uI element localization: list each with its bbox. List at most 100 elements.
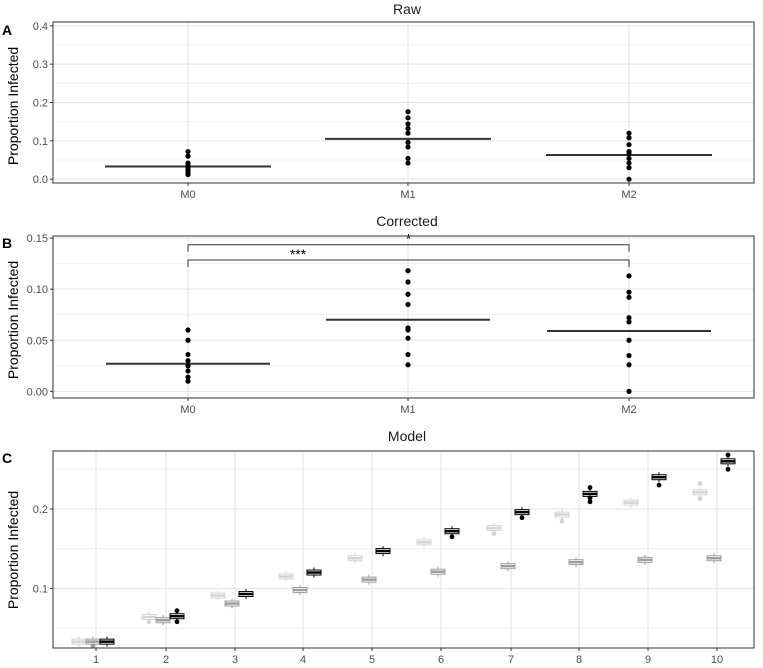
panel-b-frame (52, 235, 755, 399)
panel-label-b: B (2, 235, 12, 251)
x-tick-label: 7 (508, 654, 514, 666)
panel-b-marks: **** (106, 231, 711, 394)
panel-b-y-label: Proportion Infected (5, 261, 21, 379)
box-outlier-dark (587, 485, 593, 490)
panel-c-marks (71, 452, 736, 649)
data-point-m1 (405, 130, 411, 136)
box-outlier-dark (174, 608, 180, 614)
data-point-m2 (626, 176, 632, 182)
box-outlier-dark (587, 499, 593, 505)
panel-a-x-ticks: M0 M1 M2 (180, 183, 637, 201)
box-outlier-dark (449, 534, 455, 540)
y-tick-label: 0.2 (33, 504, 48, 516)
data-point-m2 (626, 362, 632, 368)
y-tick-label: 0.3 (33, 59, 48, 71)
panel-label-a: A (2, 22, 12, 38)
panel-a-y-ticks: 0.0 0.1 0.2 0.3 0.4 (33, 21, 53, 186)
x-tick-label: 9 (645, 654, 651, 666)
panel-b: B Corrected Proportion Infected **** 0.0… (2, 213, 755, 416)
panel-c: C Model Proportion Infected 0.1 0.2 1 2 3 4 5… (2, 428, 755, 666)
y-tick-label: 0.2 (33, 98, 48, 110)
x-tick-label: 6 (438, 654, 444, 666)
data-point-m0 (185, 351, 191, 358)
data-point-m0 (185, 153, 191, 159)
y-tick-label: 0.10 (27, 284, 48, 296)
data-point-m1 (405, 268, 411, 274)
data-point-m1 (405, 362, 411, 368)
panel-c-frame (52, 450, 755, 649)
y-tick-label: 0.1 (33, 136, 48, 148)
data-point-m1 (405, 335, 411, 341)
x-tick-label: M0 (180, 189, 195, 201)
panel-label-c: C (2, 450, 12, 466)
data-point-m0 (185, 327, 191, 333)
data-point-m1 (405, 139, 411, 145)
data-point-m1 (405, 325, 411, 331)
x-tick-label: M2 (621, 404, 636, 416)
data-point-m0 (185, 374, 191, 380)
significance-bracket (187, 259, 630, 268)
data-point-m2 (626, 294, 632, 300)
box-outlier-light (491, 531, 497, 537)
data-point-m2 (626, 352, 632, 359)
panel-a-y-label: Proportion Infected (5, 47, 21, 165)
panel-c-y-ticks: 0.1 0.2 (33, 504, 53, 595)
panel-a-title: Raw (393, 1, 422, 17)
data-point-m0 (185, 358, 191, 364)
data-point-m1 (405, 115, 411, 121)
data-point-m1 (405, 125, 411, 132)
x-tick-label: 2 (163, 654, 169, 666)
box-outlier-light (146, 619, 152, 625)
data-point-m1 (405, 160, 411, 166)
data-point-m2 (626, 388, 632, 394)
significance-label: *** (290, 246, 307, 262)
box-outlier-dark (587, 495, 593, 501)
panel-c-title: Model (388, 428, 426, 444)
data-point-m2 (626, 289, 632, 295)
x-tick-label: 8 (576, 654, 582, 666)
y-tick-label: 0.00 (27, 386, 48, 398)
box-outlier-light (697, 481, 703, 486)
data-point-m0 (185, 378, 191, 384)
x-tick-label: 3 (232, 654, 238, 666)
box-outlier-medium (90, 643, 96, 649)
data-point-m1 (405, 121, 411, 127)
significance-bracket (187, 244, 630, 252)
data-point-m2 (626, 165, 632, 171)
data-point-m0 (185, 160, 191, 166)
x-tick-label: M0 (180, 404, 195, 416)
box-outlier-light (697, 496, 703, 502)
data-point-m2 (626, 319, 632, 325)
y-tick-label: 0.05 (27, 335, 48, 347)
data-point-m1 (405, 279, 411, 285)
x-tick-label: 1 (93, 654, 99, 666)
data-point-m1 (405, 144, 411, 150)
panel-b-x-ticks: M0 M1 M2 (180, 398, 637, 416)
panel-c-y-label: Proportion Infected (5, 491, 21, 609)
y-tick-label: 0.15 (27, 233, 48, 245)
x-tick-label: 5 (369, 654, 375, 666)
panel-b-title: Corrected (376, 213, 437, 229)
box-outlier-dark (725, 466, 731, 472)
x-tick-label: M1 (400, 404, 415, 416)
x-tick-label: M1 (400, 189, 415, 201)
data-point-m0 (185, 337, 191, 343)
data-point-m1 (405, 301, 411, 308)
data-point-m1 (405, 155, 411, 162)
significance-label: * (406, 231, 412, 247)
data-point-m2 (626, 315, 632, 321)
box-outlier-dark (656, 482, 662, 488)
panel-b-y-ticks: 0.00 0.05 0.10 0.15 (27, 233, 53, 398)
data-point-m0 (185, 363, 191, 369)
data-point-m2 (626, 135, 632, 141)
data-point-m2 (626, 155, 632, 162)
data-point-m1 (405, 291, 411, 297)
x-tick-label: 10 (711, 654, 723, 666)
box-outlier-dark (725, 452, 731, 458)
box-outlier-light (559, 518, 565, 524)
data-point-m2 (626, 130, 632, 136)
box-outlier-dark (519, 515, 525, 521)
y-tick-label: 0.1 (33, 583, 48, 595)
data-point-m2 (626, 148, 632, 155)
